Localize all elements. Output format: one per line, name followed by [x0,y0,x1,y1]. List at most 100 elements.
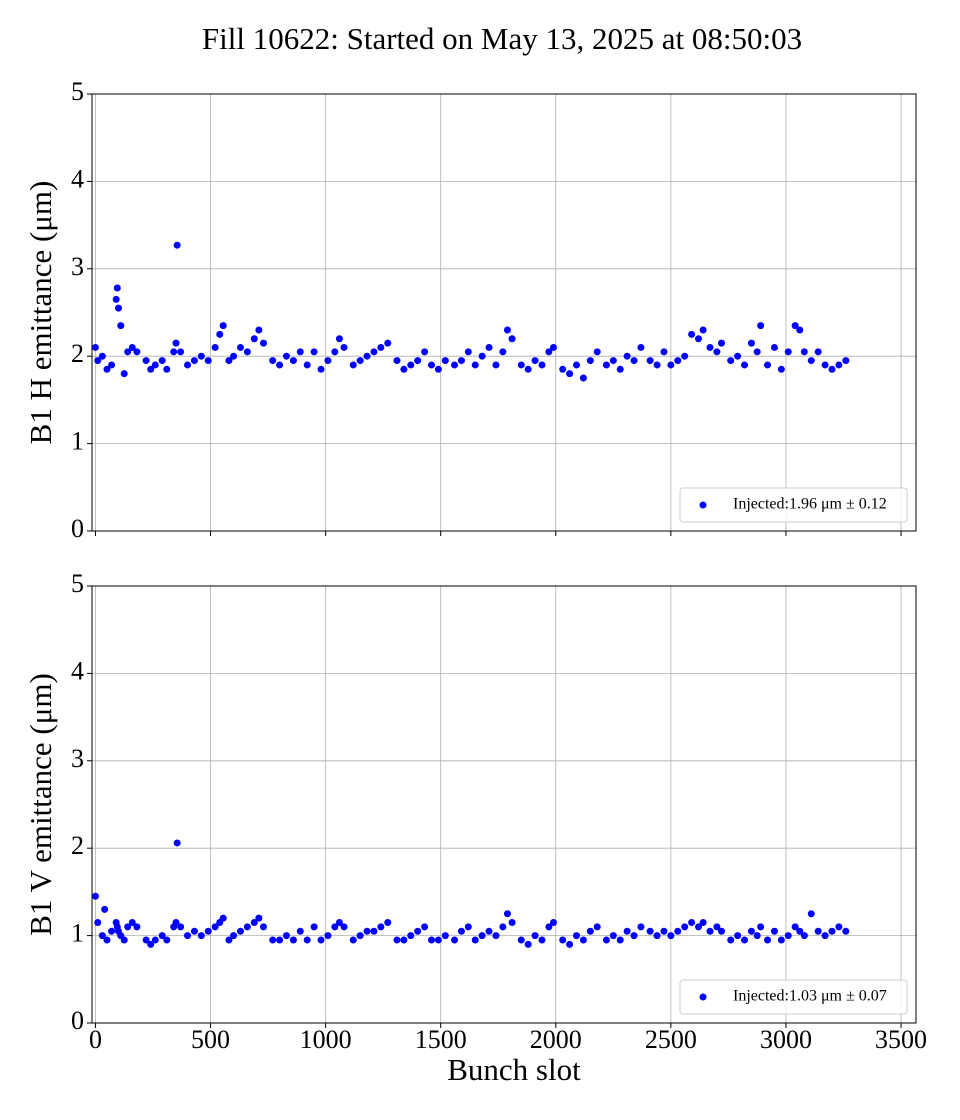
data-point [133,348,141,356]
data-point [471,361,479,369]
data-point [586,927,594,935]
data-point [531,357,539,365]
data-point [259,339,267,347]
data-point [414,927,422,935]
data-point [384,918,392,926]
data-point [566,370,574,378]
data-point [427,936,435,944]
data-point [637,343,645,351]
data-point [842,927,850,935]
data-point [770,927,778,935]
data-point [356,932,364,940]
x-tick-label: 3500 [875,1025,927,1054]
data-point [219,322,227,330]
data-point [303,936,311,944]
data-point [190,927,198,935]
data-point [734,352,742,360]
data-point [407,932,415,940]
data-point [508,335,516,343]
data-point [356,357,364,365]
y-tick-label: 0 [71,1006,84,1035]
x-axis-label: Bunch slot [447,1052,581,1087]
data-point [400,365,408,373]
data-point [91,343,99,351]
data-point [117,322,125,330]
data-point [579,374,587,382]
data-point [499,923,507,931]
data-point [747,339,755,347]
x-tick-label: 500 [191,1025,230,1054]
x-tick-label: 3000 [760,1025,812,1054]
data-point [340,343,348,351]
data-point [593,923,601,931]
data-point [538,361,546,369]
data-point [727,936,735,944]
data-point [324,357,332,365]
figure-title: Fill 10622: Started on May 13, 2025 at 0… [202,21,802,56]
data-point [296,348,304,356]
data-point [103,365,111,373]
data-point [508,918,516,926]
data-point [310,348,318,356]
data-point [653,361,661,369]
data-point [718,339,726,347]
y-axis-label: B1 V emittance (μm) [23,673,58,936]
data-point [800,348,808,356]
data-point [177,348,185,356]
data-point [713,348,721,356]
data-point [485,343,493,351]
data-point [120,936,128,944]
legend-box [679,487,908,523]
data-point [204,927,212,935]
data-point [478,352,486,360]
data-point [741,936,749,944]
y-tick-label: 5 [71,569,84,598]
y-tick-label: 1 [71,919,84,948]
data-point [434,365,442,373]
data-point [699,918,707,926]
data-point [727,357,735,365]
data-point [718,927,726,935]
data-point [289,357,297,365]
data-point [667,932,675,940]
axes: 0 1 2 3 4 5 B1 H emittance (μm) Injected:1.96 μ… [23,77,917,543]
data-point [667,361,675,369]
data-point [753,348,761,356]
data-point [317,936,325,944]
legend-label: Injected:1.96 μm ± 0.12 [733,496,887,513]
data-point [190,357,198,365]
data-point [784,348,792,356]
data-point [177,923,185,931]
data-point [94,918,102,926]
data-point [133,923,141,931]
y-tick-label: 2 [71,339,84,368]
data-point [770,343,778,351]
data-point [363,927,371,935]
data-point [128,918,136,926]
data-point [393,936,401,944]
x-tick-label: 2500 [645,1025,697,1054]
data-point [393,357,401,365]
data-point [741,361,749,369]
y-tick-label: 1 [71,427,84,456]
data-point [112,295,120,303]
legend-box [679,979,908,1015]
data-point [276,361,284,369]
data-point [835,361,843,369]
data-point [764,936,772,944]
data-point [457,357,465,365]
data-point [531,932,539,940]
plot-frame [91,585,917,1024]
data-point [331,348,339,356]
y-tick-label: 3 [71,744,84,773]
data-point [184,932,192,940]
data-point [236,343,244,351]
data-point [230,932,238,940]
data-point [464,923,472,931]
data-point [414,357,422,365]
data-point [421,348,429,356]
data-point [250,918,258,926]
data-point [147,940,155,948]
data-point [800,932,808,940]
